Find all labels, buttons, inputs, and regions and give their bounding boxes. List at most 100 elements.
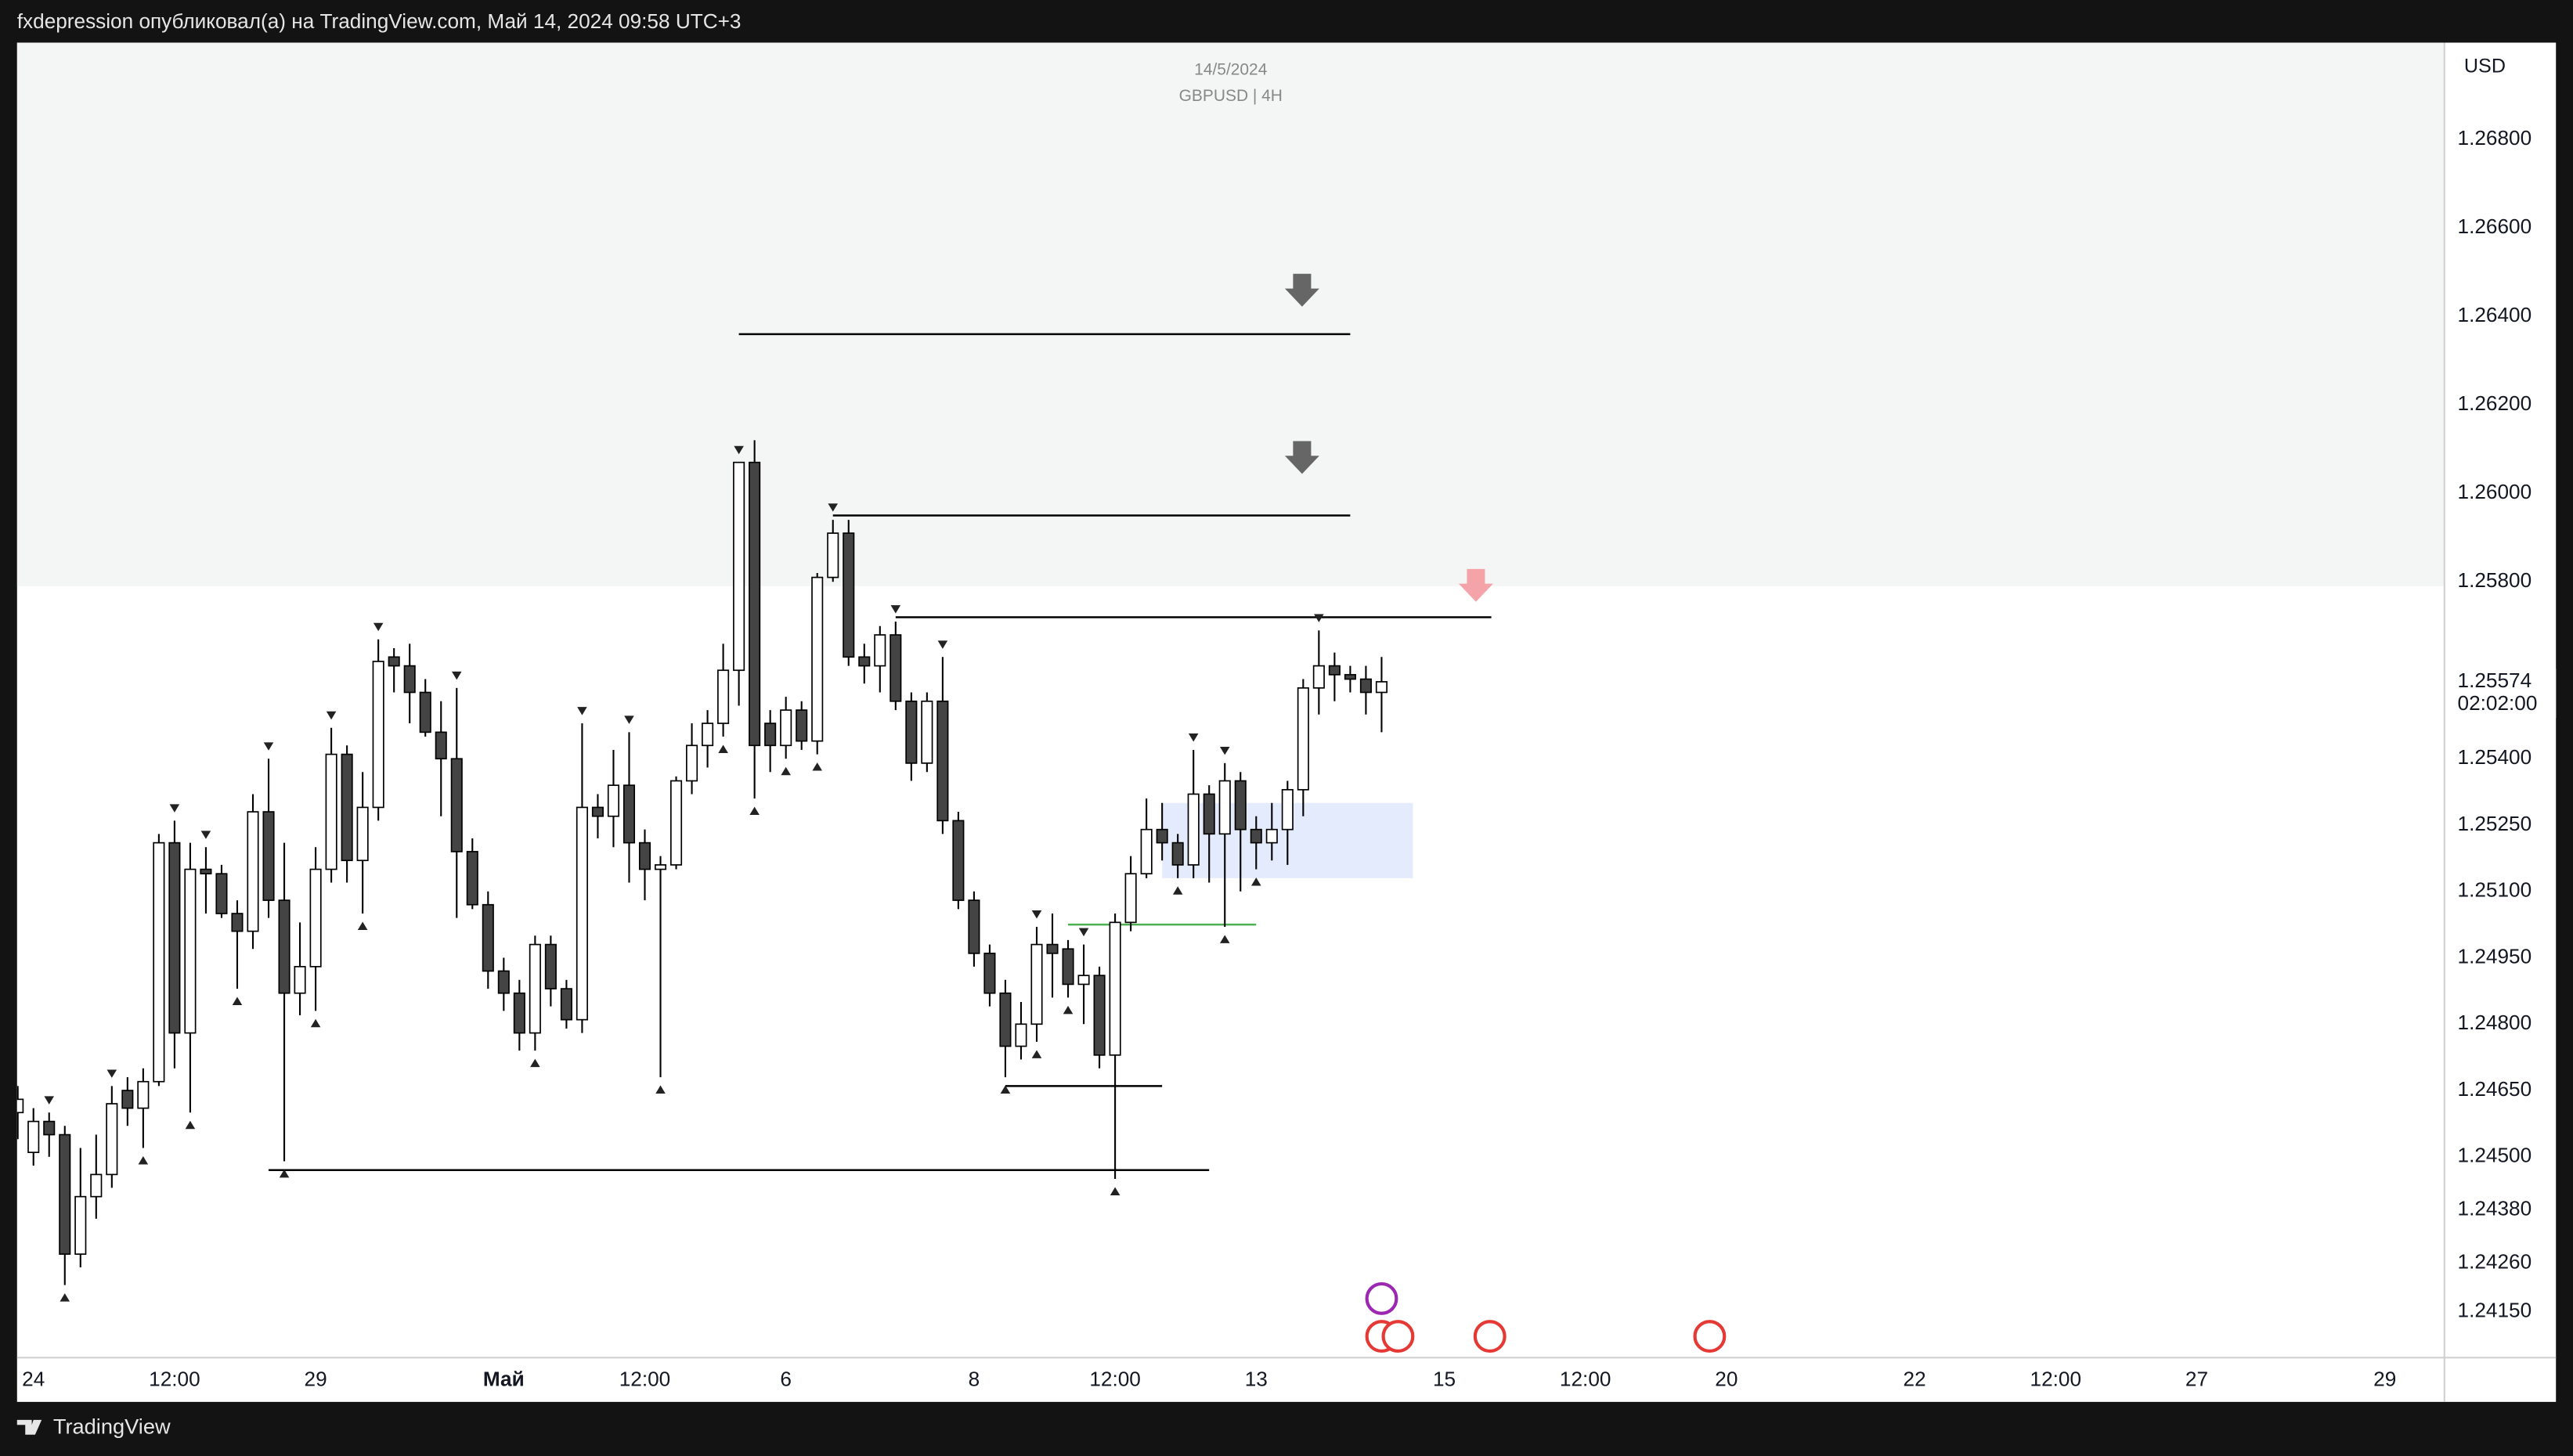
fractal-high xyxy=(734,445,744,455)
x-tick-label: 13 xyxy=(1245,1368,1268,1391)
x-tick-label: 27 xyxy=(2185,1368,2208,1391)
fractal-high xyxy=(577,707,587,715)
fractal-high xyxy=(451,671,462,680)
candle-body xyxy=(356,806,369,862)
candle-body xyxy=(215,873,228,914)
fractal-low xyxy=(749,806,760,816)
candle-body xyxy=(1328,665,1341,676)
fractal-high xyxy=(106,1069,117,1078)
candle-body xyxy=(936,700,949,822)
candle-body xyxy=(811,576,824,742)
candle-body xyxy=(466,851,478,906)
candle-body xyxy=(1265,828,1278,844)
candle-body xyxy=(1344,674,1356,680)
x-tick-label: 22 xyxy=(1904,1368,1926,1391)
fractal-high xyxy=(44,1096,55,1105)
fractal-low xyxy=(1219,935,1230,943)
candle-body xyxy=(968,899,980,954)
y-tick-label: 1.24800 xyxy=(2458,1011,2532,1034)
watermark-date: 14/5/2024 xyxy=(1194,61,1268,79)
x-tick-label: 12:00 xyxy=(149,1368,200,1391)
candle-body xyxy=(137,1080,150,1109)
y-tick-label: 1.24260 xyxy=(2458,1249,2532,1273)
x-tick-label: 15 xyxy=(1433,1368,1456,1391)
event-icon[interactable] xyxy=(1381,1320,1415,1353)
y-tick-label: 1.24950 xyxy=(2458,944,2532,968)
fractal-high xyxy=(169,804,180,813)
brand-logo xyxy=(16,1419,42,1435)
fractal-low xyxy=(1000,1085,1011,1094)
x-tick-label: Май xyxy=(483,1368,525,1391)
countdown: 02:02:00 xyxy=(2458,691,2538,715)
y-tick-label: 1.25400 xyxy=(2458,745,2532,769)
x-tick-label: 29 xyxy=(305,1368,327,1391)
fractal-low xyxy=(530,1058,540,1068)
candle-body xyxy=(1187,793,1200,866)
candle-body xyxy=(1375,681,1388,694)
candle-body xyxy=(1312,665,1325,689)
candle-body xyxy=(1359,678,1372,694)
x-tick-label: 6 xyxy=(780,1368,792,1391)
candle-body xyxy=(262,811,275,901)
fractal-low xyxy=(1063,1005,1074,1015)
candle-body xyxy=(669,780,683,866)
candle-body xyxy=(121,1090,134,1109)
candle-body xyxy=(983,953,996,994)
candle-body xyxy=(905,700,918,764)
fractal-low xyxy=(812,762,823,771)
x-tick-label: 12:00 xyxy=(619,1368,671,1391)
event-icon[interactable] xyxy=(1473,1320,1507,1353)
y-tick-label: 1.26200 xyxy=(2458,391,2532,415)
candle-body xyxy=(90,1173,103,1198)
candle-body xyxy=(717,669,730,724)
y-tick-label: 1.25100 xyxy=(2458,878,2532,902)
y-tick-label: 1.25800 xyxy=(2458,568,2532,592)
candle-body xyxy=(560,988,572,1021)
candle-body xyxy=(1156,828,1168,844)
candle-body xyxy=(341,753,353,862)
fractal-low xyxy=(60,1293,70,1302)
x-tick-label: 12:00 xyxy=(2030,1368,2082,1391)
currency-label[interactable]: USD xyxy=(2464,56,2506,77)
arrow-down-icon xyxy=(1284,441,1319,474)
candle-body xyxy=(153,842,165,1083)
candle-body xyxy=(388,656,400,667)
fractal-low xyxy=(718,744,728,753)
fractal-high xyxy=(1219,746,1230,755)
fractal-high xyxy=(1031,910,1042,919)
fractal-high xyxy=(263,742,274,751)
fractal-low xyxy=(357,921,368,930)
fractal-high xyxy=(1188,733,1199,742)
y-tick-label: 1.26600 xyxy=(2458,214,2532,238)
fractal-low xyxy=(232,996,243,1006)
event-icon[interactable] xyxy=(1693,1320,1727,1353)
x-tick-label: 20 xyxy=(1715,1368,1738,1391)
candle-body xyxy=(874,634,886,667)
fractal-low xyxy=(655,1085,666,1094)
fractal-low xyxy=(781,766,791,776)
candle-body xyxy=(999,992,1012,1047)
candle-body xyxy=(1077,975,1090,986)
brand-name[interactable]: TradingView xyxy=(53,1415,171,1439)
fractal-high xyxy=(373,622,384,632)
candle-body xyxy=(827,532,839,578)
last-price-box xyxy=(2445,669,2557,719)
fractal-low xyxy=(138,1155,149,1165)
candle-body xyxy=(638,842,651,870)
fractal-high xyxy=(624,715,634,724)
event-icon[interactable] xyxy=(1365,1281,1398,1315)
candle-body xyxy=(325,753,337,870)
fractal-low xyxy=(1110,1187,1120,1195)
candle-body xyxy=(654,864,667,870)
y-tick-label: 1.25250 xyxy=(2458,812,2532,835)
last-price: 1.25574 xyxy=(2458,669,2532,692)
y-tick-label: 1.24150 xyxy=(2458,1298,2532,1321)
y-tick-label: 1.24500 xyxy=(2458,1144,2532,1167)
shaded-zone xyxy=(16,42,2445,586)
fractal-high xyxy=(1078,928,1089,937)
candle-body xyxy=(1046,943,1059,954)
fractal-low xyxy=(279,1169,290,1178)
candle-body xyxy=(780,709,792,747)
